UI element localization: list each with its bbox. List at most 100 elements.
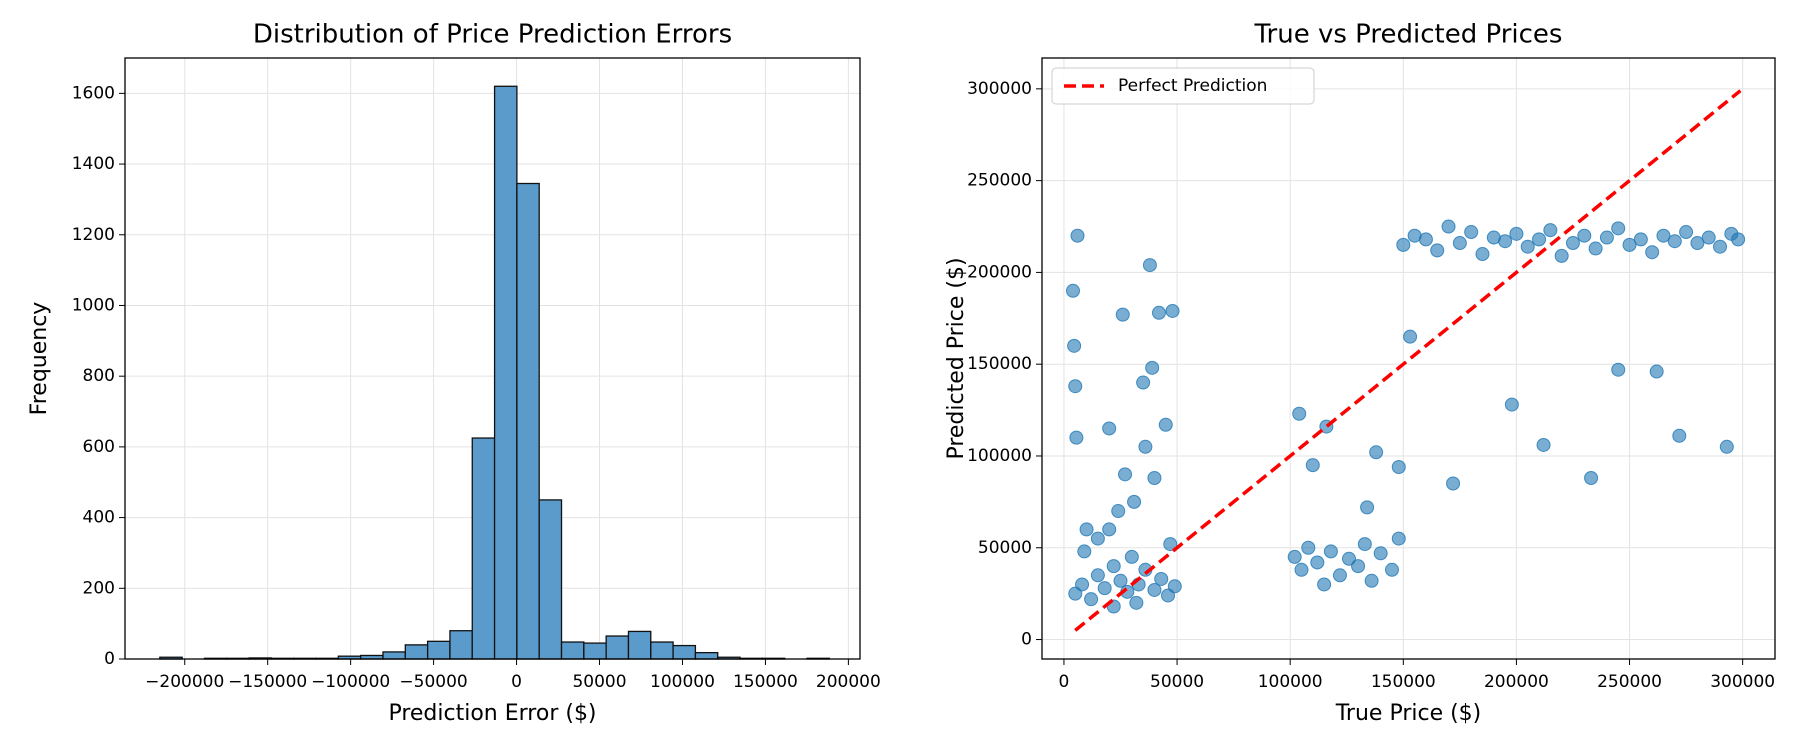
x-tick-label: 50000 [572, 672, 626, 692]
point [1679, 225, 1694, 240]
point [1588, 241, 1603, 256]
y-tick-label: 1200 [72, 225, 115, 245]
point [1147, 582, 1162, 597]
point [1067, 338, 1082, 353]
point [1464, 225, 1479, 240]
point [1113, 573, 1128, 588]
point [1565, 236, 1580, 251]
x-tick-label: 150000 [1371, 672, 1436, 692]
y-tick-label: 400 [83, 508, 115, 528]
point [1342, 551, 1357, 566]
chart-title: Distribution of Price Prediction Errors [253, 20, 732, 50]
point [1667, 234, 1682, 249]
bar [538, 499, 563, 660]
point [1713, 239, 1728, 254]
point [1418, 232, 1433, 247]
point [1536, 437, 1551, 452]
bar [627, 630, 652, 660]
x-tick-label: −200000 [145, 672, 224, 692]
point [1504, 397, 1519, 412]
point [1167, 579, 1182, 594]
point [1158, 417, 1173, 432]
y-tick-label: 1400 [72, 154, 115, 174]
y-axis-label: Frequency [27, 302, 52, 416]
point [1369, 445, 1384, 460]
point [1690, 236, 1705, 251]
bar [404, 644, 429, 660]
x-tick-label: −50000 [399, 672, 467, 692]
point [1332, 568, 1347, 583]
point [1111, 504, 1126, 519]
x-tick-label: 100000 [650, 672, 715, 692]
point [1127, 494, 1142, 509]
y-tick-label: 1600 [72, 83, 115, 103]
x-tick-label: −150000 [228, 672, 307, 692]
point [1079, 522, 1094, 537]
point [1294, 562, 1309, 577]
y-tick-label: 100000 [967, 446, 1032, 466]
point [1317, 577, 1332, 592]
bar [560, 641, 585, 660]
point [1584, 471, 1599, 486]
point [1731, 232, 1746, 247]
y-tick-label: 1000 [72, 295, 115, 315]
point [1360, 500, 1375, 515]
point [1403, 329, 1418, 344]
x-axis-label: Prediction Error ($) [388, 701, 596, 726]
bar [516, 182, 540, 660]
plot-frame [124, 57, 861, 660]
point [1701, 230, 1716, 245]
point [1391, 531, 1406, 546]
point [1475, 247, 1490, 262]
point [1084, 592, 1099, 607]
point [1373, 546, 1388, 561]
point [1611, 362, 1626, 377]
point [1097, 581, 1112, 596]
point [1672, 428, 1687, 443]
point [1452, 236, 1467, 251]
bar [449, 630, 473, 660]
point [1719, 439, 1734, 454]
point [1357, 537, 1372, 552]
point [1163, 537, 1178, 552]
point [1147, 471, 1162, 486]
y-tick-label: 300000 [967, 79, 1032, 99]
point [1138, 439, 1153, 454]
bar [493, 85, 518, 660]
point [1305, 458, 1320, 473]
point [1611, 221, 1626, 236]
point [1351, 559, 1366, 574]
point [1649, 364, 1664, 379]
point [1102, 421, 1117, 436]
point [1384, 562, 1399, 577]
point [1323, 544, 1338, 559]
point [1622, 237, 1637, 252]
y-tick-label: 250000 [967, 171, 1032, 191]
bar [605, 635, 630, 660]
bar [426, 640, 451, 660]
y-axis-label: Predicted Price ($) [944, 257, 969, 459]
x-tick-label: 200000 [816, 672, 881, 692]
point [1090, 568, 1105, 583]
point [1145, 360, 1160, 375]
bar [672, 644, 697, 660]
point [1633, 232, 1648, 247]
chart-title: True vs Predicted Prices [1254, 20, 1563, 50]
point [1142, 258, 1157, 273]
point [1106, 559, 1121, 574]
point [1151, 305, 1166, 320]
point [1543, 223, 1558, 238]
bar [650, 641, 674, 660]
bar [471, 437, 496, 660]
x-tick-label: 100000 [1258, 672, 1323, 692]
bar [694, 651, 719, 660]
point [1292, 406, 1307, 421]
reference-line [1074, 89, 1742, 632]
point [1136, 375, 1151, 390]
point [1118, 467, 1133, 482]
point [1364, 573, 1379, 588]
point [1301, 540, 1316, 555]
x-tick-label: 0 [511, 672, 522, 692]
